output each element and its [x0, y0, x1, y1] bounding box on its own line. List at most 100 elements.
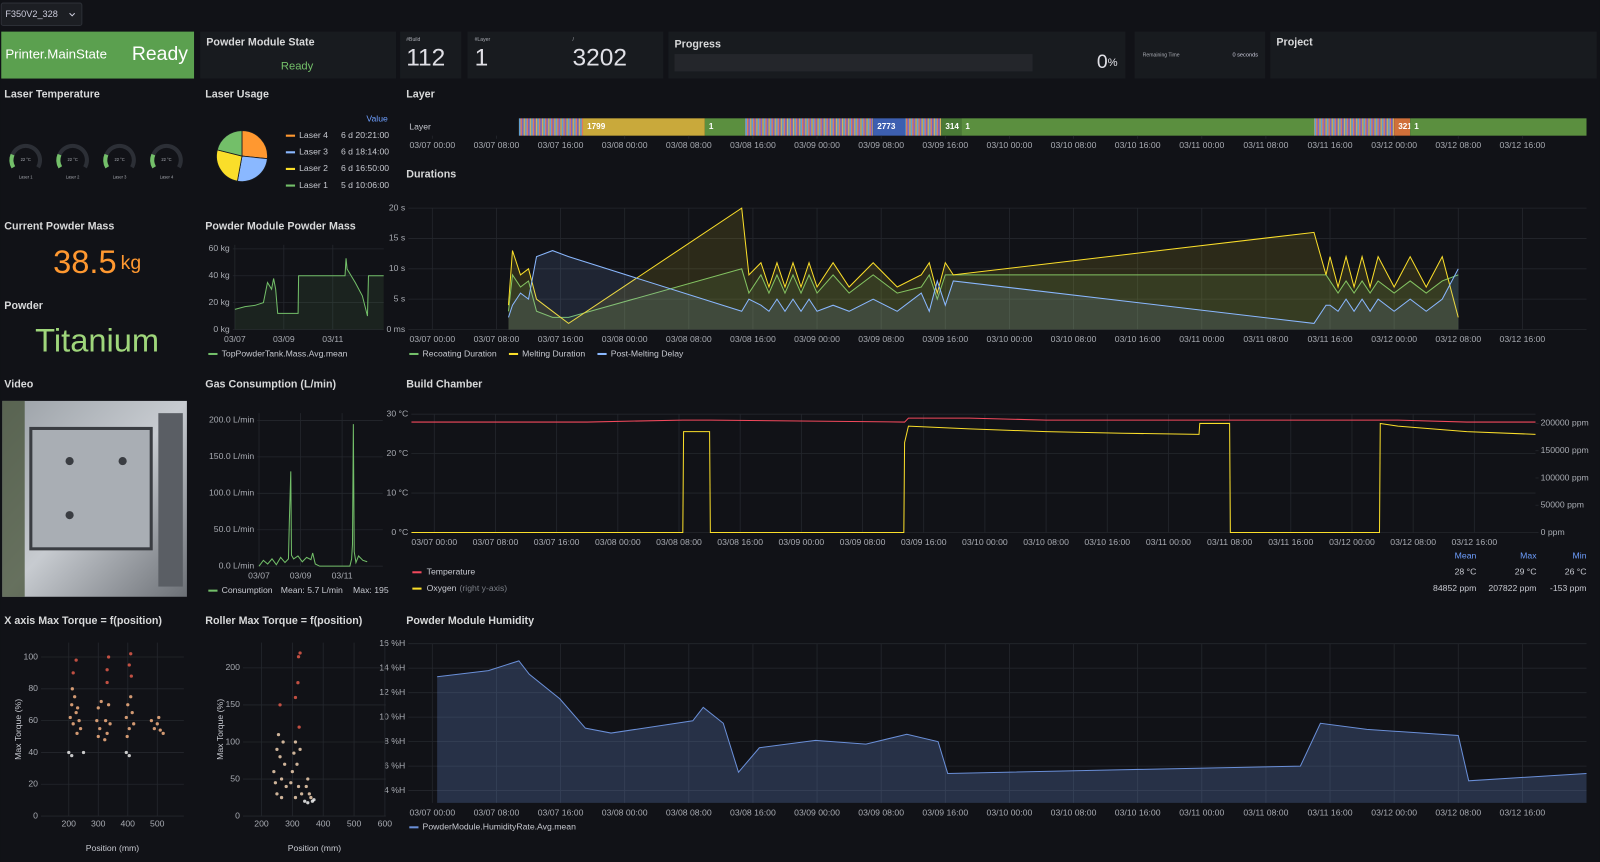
point	[155, 722, 159, 726]
y-tick-label: 12 %H	[379, 687, 405, 697]
legend-label: PowderModule.HumidityRate.Avg.mean	[423, 822, 577, 832]
x-tick-label: 03/12 16:00	[1500, 807, 1546, 817]
x-tick-label: 03/10 08:00	[1051, 334, 1097, 344]
series-line	[507, 207, 1459, 325]
legend-label: Consumption	[222, 585, 273, 595]
y-tick-label: 10 °C	[387, 487, 409, 497]
point	[77, 719, 81, 723]
series-line	[507, 268, 1459, 318]
dashboard-picker[interactable]: F350V2_328	[0, 2, 83, 27]
y2-tick-label: 100000 ppm	[1541, 472, 1589, 482]
y-tick-label: 50	[230, 773, 240, 783]
progress-track	[674, 54, 1033, 72]
panel-title: Laser Temperature	[4, 89, 100, 101]
point	[293, 740, 298, 744]
stat-value: 1	[475, 45, 489, 72]
y-tick-label: 4 %H	[384, 785, 405, 795]
gauge-value	[103, 153, 110, 169]
legend-label: Laser 2	[299, 163, 328, 173]
x-tick-label: 03/11 08:00	[1207, 537, 1252, 547]
stat-value: 0 seconds	[1232, 53, 1258, 59]
state-segment	[744, 118, 874, 136]
point	[149, 719, 154, 723]
panel-title: Progress	[675, 39, 721, 51]
y-tick-label: 0	[33, 810, 38, 820]
legend-label: Laser 1	[299, 180, 328, 190]
legend-stat: Max: 195	[353, 585, 389, 595]
x-tick-label: 03/09 00:00	[778, 537, 824, 547]
x-tick-label: 03/11 00:00	[1146, 537, 1191, 547]
point	[98, 726, 102, 731]
x-tick-label: 03/08 16:00	[717, 537, 763, 547]
dashboard-name[interactable]: F350V2_328	[5, 9, 58, 19]
panel	[1134, 31, 1266, 79]
point	[105, 668, 109, 672]
bolt	[65, 457, 74, 466]
x-tick-label: 03/12 16:00	[1500, 334, 1546, 344]
point	[96, 706, 100, 710]
point	[129, 695, 133, 699]
x-tick-label: 03/07 00:00	[409, 140, 455, 150]
point	[96, 734, 100, 739]
y-tick-label: 10 %H	[379, 711, 405, 721]
legend-stat: Mean: 5.7 L/min	[281, 585, 343, 595]
point	[127, 754, 131, 758]
x-tick-label: 03/08 16:00	[730, 807, 776, 817]
point	[289, 781, 293, 785]
x-tick-label: 03/09 00:00	[794, 807, 840, 817]
x-tick-label: 03/12 08:00	[1435, 140, 1481, 150]
point	[293, 695, 298, 700]
legend-label: Post-Melting Delay	[611, 348, 684, 358]
point	[290, 769, 295, 774]
point	[306, 777, 310, 781]
y-tick-label: 20 kg	[209, 297, 230, 307]
x-tick-label: 300	[285, 819, 300, 829]
state-label: Printer.MainState	[5, 47, 107, 62]
panel-title: Build Chamber	[406, 378, 482, 390]
y-tick-label: 6 %H	[384, 760, 405, 770]
state-segment	[905, 118, 942, 136]
point	[124, 715, 128, 720]
point	[95, 719, 99, 723]
x-tick-label: 400	[121, 819, 136, 829]
legend-stat: 207822 ppm	[1488, 583, 1536, 593]
panel-title: X axis Max Torque = f(position)	[4, 615, 162, 627]
legend-note: (right y-axis)	[460, 583, 508, 593]
legend-header: Min	[1573, 550, 1587, 560]
point	[106, 655, 111, 659]
x-tick-label: 03/09 16:00	[922, 807, 968, 817]
legend-stat: -153 ppm	[1550, 583, 1587, 593]
x-tick-label: 03/08 00:00	[602, 334, 648, 344]
point	[127, 663, 131, 667]
y-tick-label: 0 °C	[391, 527, 408, 537]
chevron[interactable]	[69, 12, 76, 17]
x-tick-label: 03/11 00:00	[1179, 140, 1224, 150]
stat-label: #Build	[406, 37, 420, 43]
panels	[1, 31, 1597, 79]
legend-stat: 28 °C	[1455, 567, 1477, 577]
plot-area	[234, 258, 384, 330]
powder-value: Titanium	[35, 321, 159, 358]
y-tick-label: 80	[28, 683, 38, 693]
stat-label: Remaining Time	[1143, 52, 1180, 58]
picker-box[interactable]	[0, 2, 83, 27]
point	[70, 687, 74, 691]
point	[67, 750, 71, 755]
x-tick-label: 03/07	[224, 334, 246, 344]
point	[292, 751, 296, 755]
x-tick-label: 03/11 16:00	[1307, 140, 1352, 150]
build-plate	[29, 426, 153, 551]
y-tick-label: 60	[28, 715, 38, 725]
x-tick-label: 03/10 00:00	[987, 140, 1033, 150]
segment-label: 1	[709, 122, 714, 131]
x-tick-label: 03/09 08:00	[858, 334, 904, 344]
y-tick-label: 150	[226, 699, 241, 709]
row-label: Layer	[409, 121, 431, 131]
x-tick-label: 400	[316, 819, 331, 829]
stat-label: #Layer	[475, 37, 491, 43]
point	[279, 777, 284, 781]
x-tick-label: 03/12 16:00	[1500, 140, 1546, 150]
x-tick-label: 03/09 16:00	[901, 537, 947, 547]
x-tick-label: 03/07 16:00	[538, 334, 584, 344]
